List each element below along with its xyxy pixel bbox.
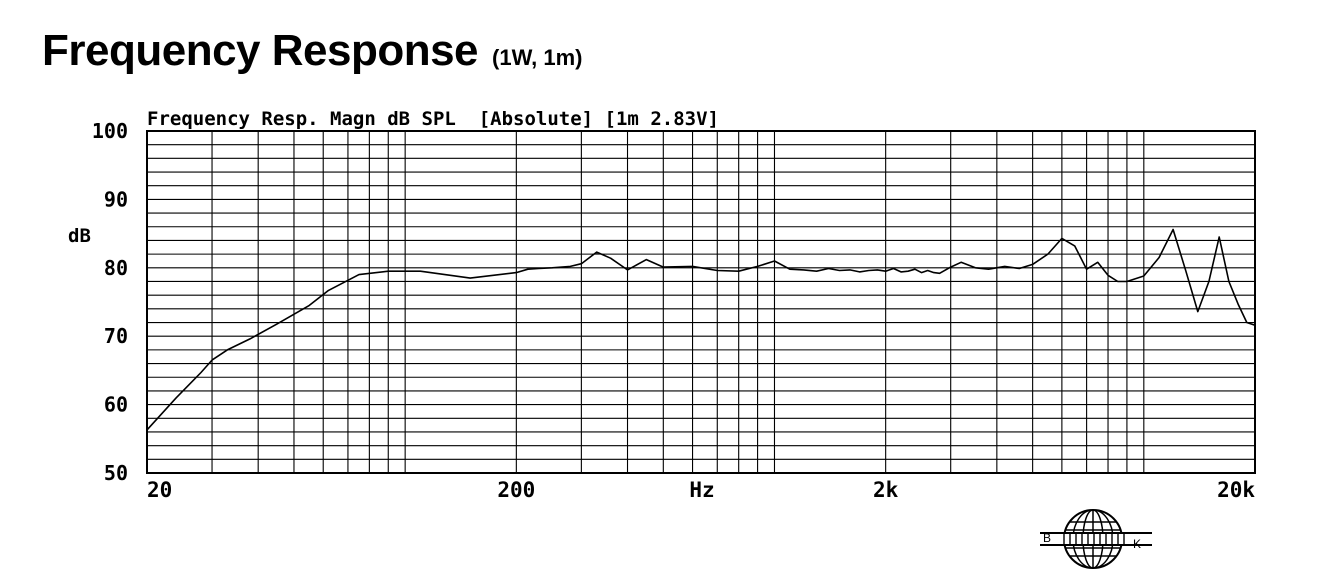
x-axis-label: Hz <box>689 478 714 502</box>
x-tick-label: 20 <box>147 478 172 502</box>
y-tick-label: 90 <box>104 187 128 211</box>
page-heading: Frequency Response (1W, 1m) <box>42 26 583 76</box>
y-tick-label: 60 <box>104 393 128 417</box>
y-tick-label: 80 <box>104 256 128 280</box>
chart-grid <box>147 131 1255 473</box>
page-subtitle: (1W, 1m) <box>492 45 583 70</box>
logo-letter-left: B <box>1043 531 1051 545</box>
y-tick-labels: 100 90 80 70 60 50 <box>92 119 128 485</box>
x-tick-labels: 20 200 2k 20k <box>147 478 1255 502</box>
x-tick-label: 200 <box>497 478 535 502</box>
y-tick-label: 100 <box>92 119 128 143</box>
page-title: Frequency Response <box>42 26 479 75</box>
y-axis-label: dB <box>68 225 91 247</box>
logo-letter-right: K <box>1133 537 1141 551</box>
x-tick-label: 2k <box>873 478 899 502</box>
y-tick-label: 50 <box>104 461 128 485</box>
response-curve <box>146 228 1256 431</box>
chart-title: Frequency Resp. Magn dB SPL [Absolute] [… <box>147 108 719 130</box>
x-tick-label: 20k <box>1217 478 1255 502</box>
plot-frame <box>146 130 1256 474</box>
y-tick-label: 70 <box>104 324 128 348</box>
bk-logo: B K <box>1040 509 1152 569</box>
